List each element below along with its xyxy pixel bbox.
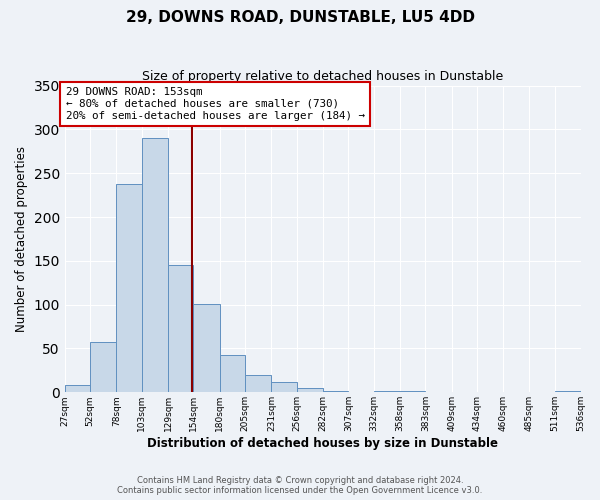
Title: Size of property relative to detached houses in Dunstable: Size of property relative to detached ho… [142, 70, 503, 83]
Text: 29, DOWNS ROAD, DUNSTABLE, LU5 4DD: 29, DOWNS ROAD, DUNSTABLE, LU5 4DD [125, 10, 475, 25]
Bar [65, 386, 90, 392]
X-axis label: Distribution of detached houses by size in Dunstable: Distribution of detached houses by size … [147, 437, 498, 450]
Bar [245, 375, 271, 392]
Bar [374, 390, 400, 392]
Bar [142, 138, 168, 392]
Bar [116, 184, 142, 392]
Bar [297, 388, 323, 392]
Bar [220, 356, 245, 393]
Bar [168, 265, 193, 392]
Y-axis label: Number of detached properties: Number of detached properties [15, 146, 28, 332]
Text: 29 DOWNS ROAD: 153sqm
← 80% of detached houses are smaller (730)
20% of semi-det: 29 DOWNS ROAD: 153sqm ← 80% of detached … [66, 88, 365, 120]
Bar [193, 304, 220, 392]
Bar [90, 342, 116, 392]
Text: Contains HM Land Registry data © Crown copyright and database right 2024.
Contai: Contains HM Land Registry data © Crown c… [118, 476, 482, 495]
Bar [271, 382, 297, 392]
